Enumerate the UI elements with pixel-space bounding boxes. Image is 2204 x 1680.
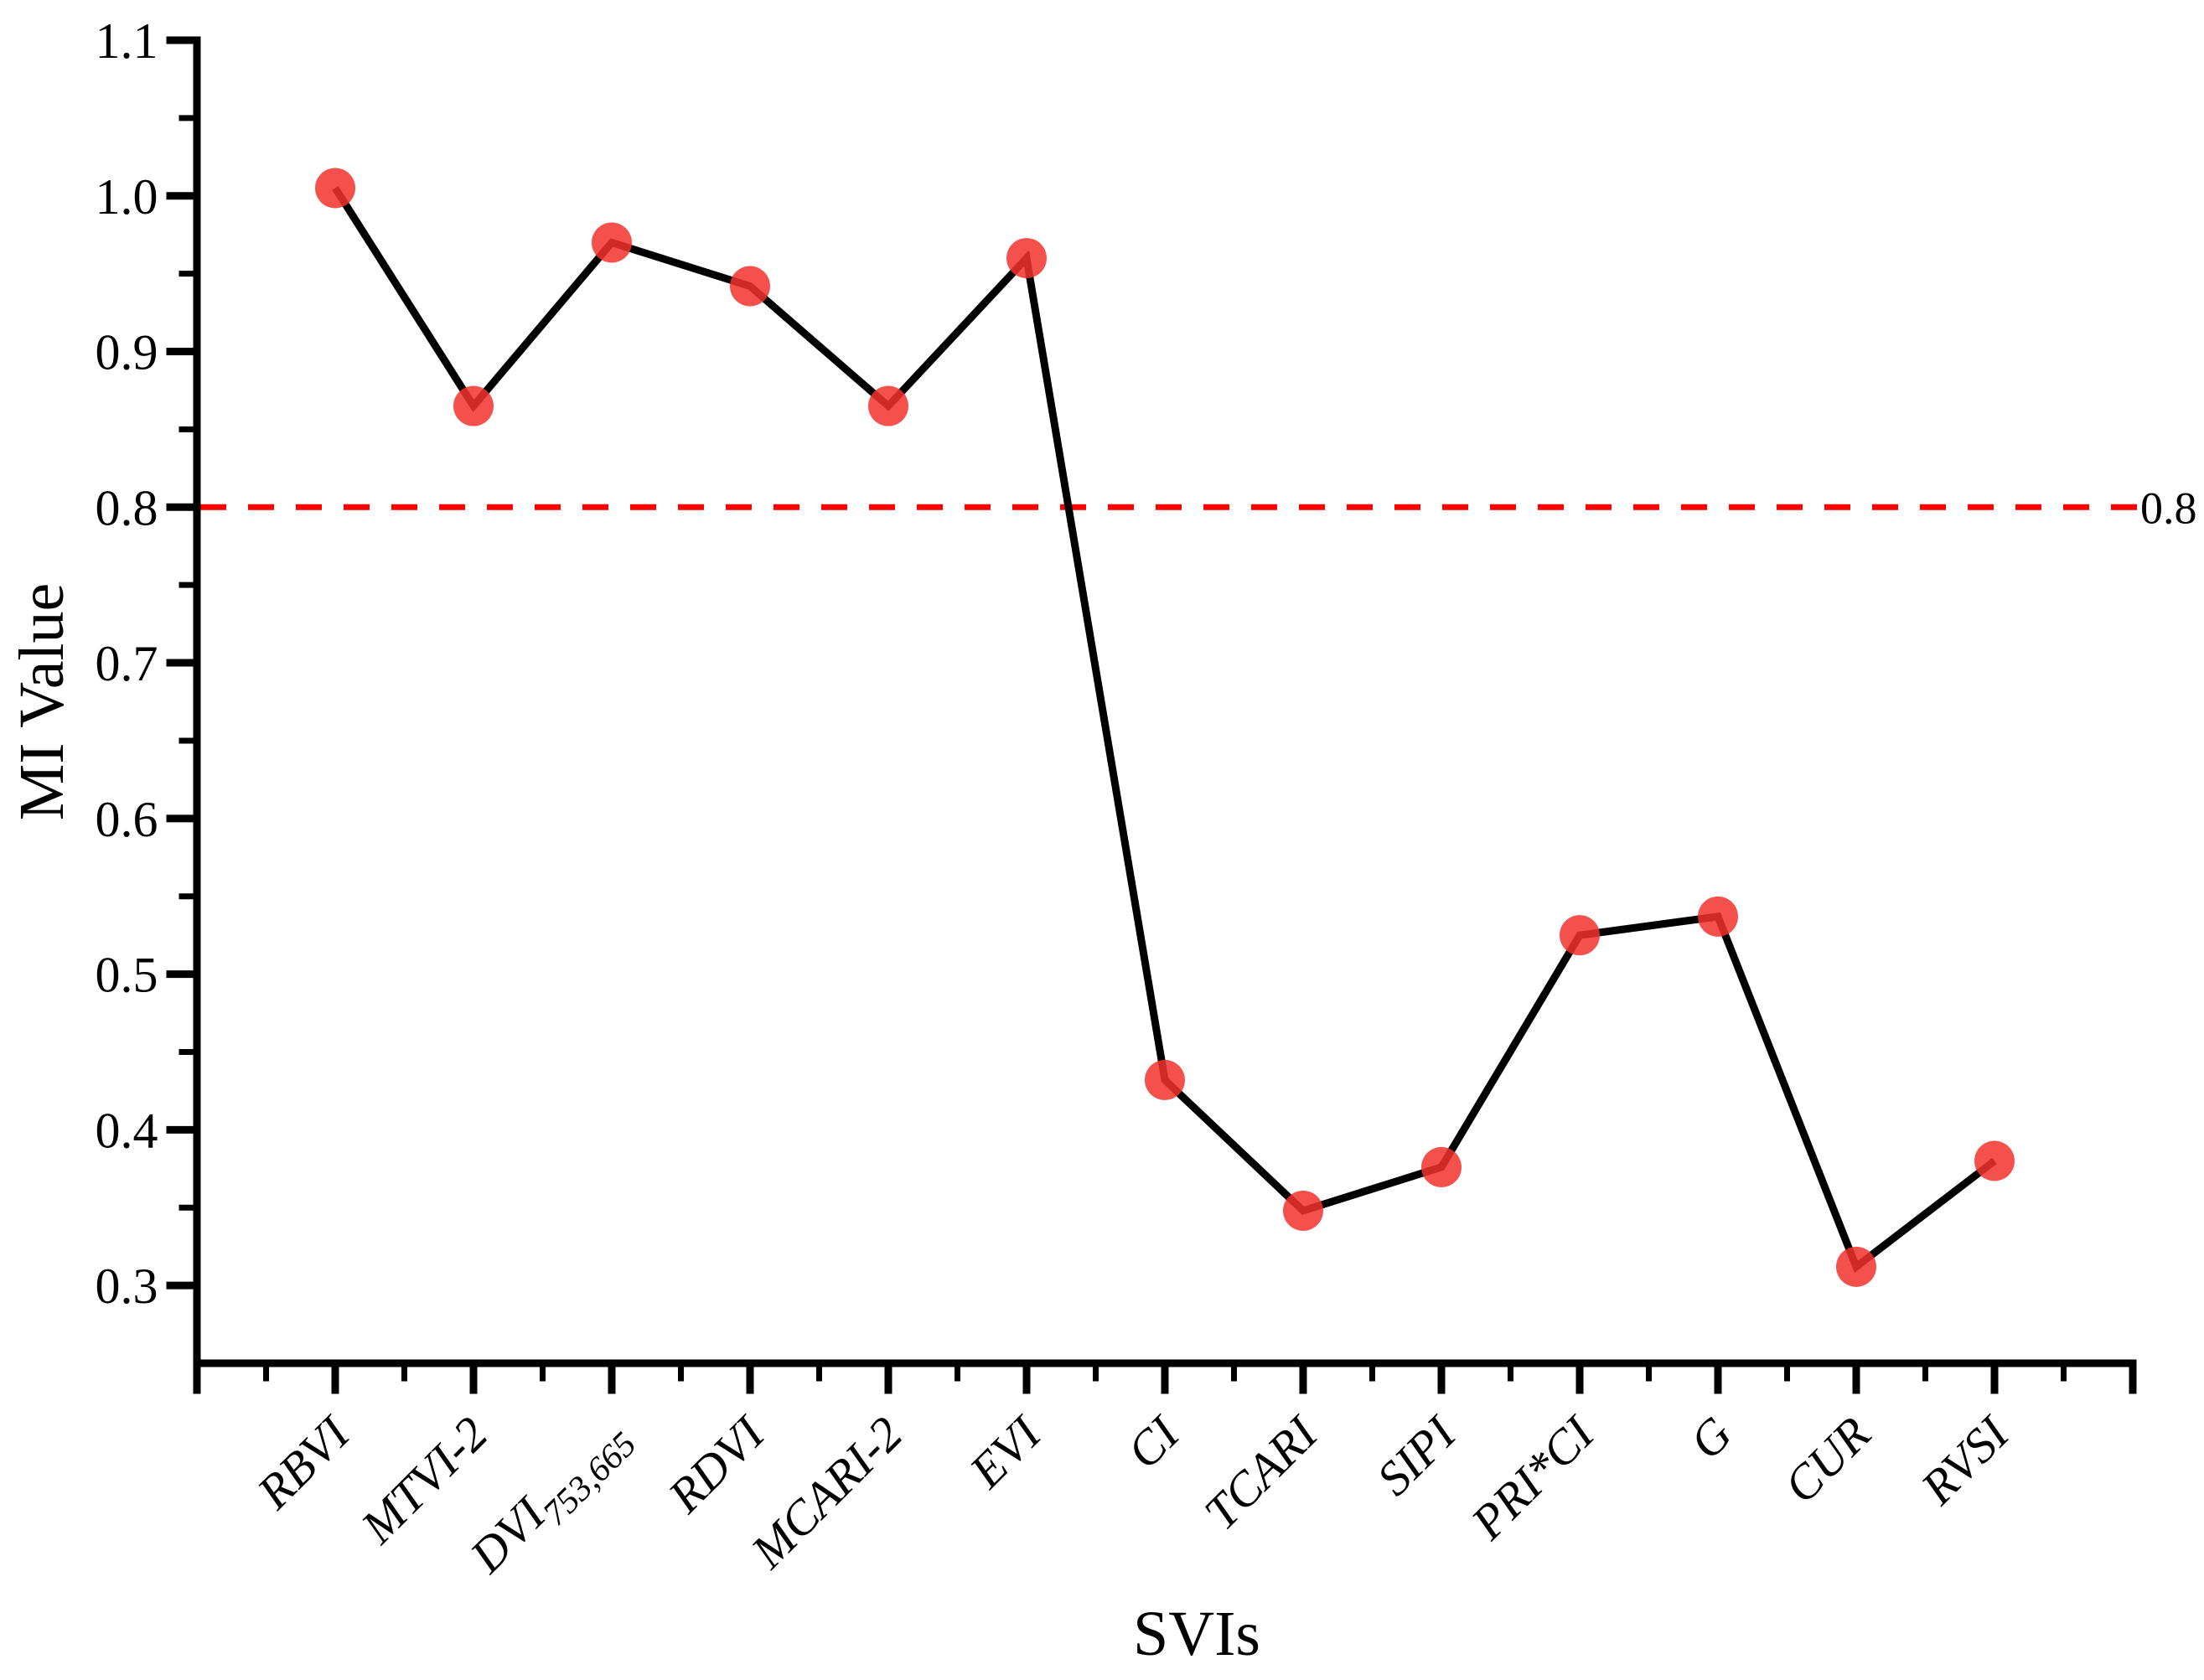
reference-line-label: 0.8 [2140, 483, 2197, 533]
y-tick-label: 0.6 [96, 792, 158, 847]
x-tick-label: RBVI [246, 1404, 361, 1519]
y-tick-label: 0.7 [96, 636, 158, 691]
x-axis-title: SVIs [1133, 1599, 1260, 1669]
x-tick-label: G [1679, 1406, 1743, 1470]
y-tick-layer: 0.3 0.4 0.5 0.6 0.7 0.8 0.9 1.0 1.1 [96, 13, 194, 1314]
data-point-marker [592, 222, 632, 263]
y-tick-label: 0.3 [96, 1259, 158, 1314]
x-tick-label: TCARI [1193, 1404, 1329, 1540]
data-series-layer [315, 168, 2015, 1287]
y-tick-label: 0.8 [96, 480, 158, 535]
data-point-marker [1145, 1059, 1185, 1100]
axes-layer [193, 36, 2137, 1367]
x-tick-label: MCARI-2 [740, 1406, 913, 1579]
y-tick-label: 1.0 [96, 169, 158, 225]
data-point-marker [1560, 915, 1600, 956]
x-tick-label: EVI [959, 1404, 1053, 1498]
data-point-marker [1006, 238, 1047, 279]
data-point-marker [1283, 1190, 1323, 1231]
y-axis-title: MI Value [7, 583, 77, 821]
y-tick-label: 1.1 [96, 13, 158, 69]
x-tick-label: CI [1116, 1404, 1191, 1479]
data-point-marker [1421, 1146, 1462, 1187]
data-point-marker [1836, 1246, 1876, 1287]
data-line [332, 186, 1997, 1274]
data-point-marker [1974, 1140, 2015, 1181]
y-tick-label: 0.4 [96, 1103, 158, 1158]
x-tick-label: CUR [1773, 1406, 1881, 1513]
data-point-marker [730, 266, 770, 307]
axis-lines [193, 36, 2137, 1367]
data-point-marker [868, 385, 908, 426]
x-tick-label: RDVI [657, 1404, 776, 1523]
y-tick-label: 0.5 [96, 948, 158, 1003]
data-point-marker [315, 168, 355, 209]
data-point-marker [1698, 896, 1738, 937]
x-tick-label: PRI*CI [1460, 1404, 1606, 1550]
x-tick-label: SIPI [1366, 1404, 1467, 1506]
y-tick-label: 0.9 [96, 325, 158, 380]
data-point-marker [453, 385, 494, 426]
x-tick-label: RVSI [1910, 1404, 2020, 1515]
